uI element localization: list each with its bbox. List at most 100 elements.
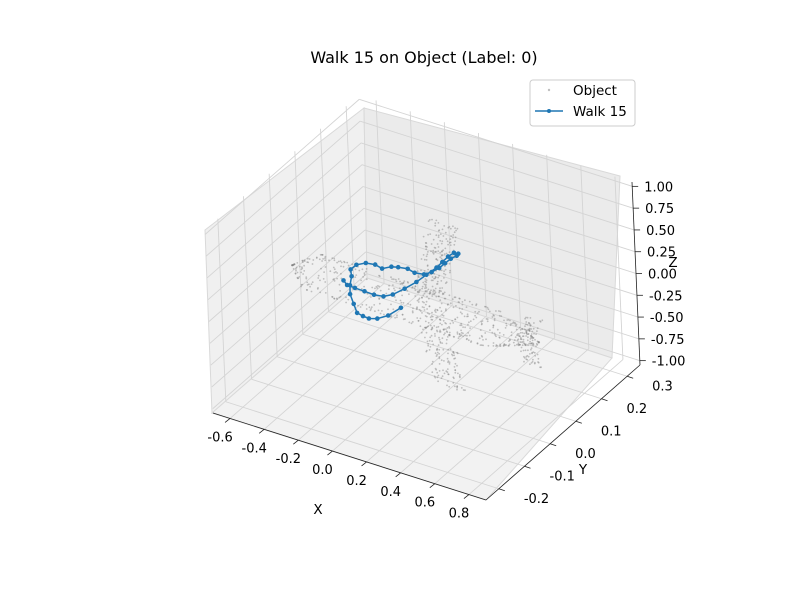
object-point (481, 320, 484, 322)
object-point (438, 291, 441, 294)
object-point (391, 278, 393, 280)
object-point (432, 291, 435, 293)
object-point (421, 296, 423, 299)
object-point (478, 337, 481, 340)
object-point (434, 291, 437, 294)
object-point (433, 325, 436, 327)
object-point (426, 295, 428, 298)
object-point (448, 361, 451, 364)
object-point (433, 292, 436, 295)
object-point (529, 340, 531, 343)
object-point (449, 227, 452, 230)
z-tick-label-0: -1.00 (652, 355, 686, 370)
object-point (443, 225, 446, 227)
object-point (486, 306, 489, 309)
object-point (467, 332, 470, 334)
object-point (443, 328, 446, 331)
grid-z-left-2 (210, 229, 366, 366)
object-point (527, 322, 530, 324)
object-point (417, 320, 420, 322)
object-point (445, 238, 448, 240)
object-point (427, 344, 430, 347)
object-point (317, 274, 320, 277)
object-point (464, 326, 466, 329)
object-point (333, 297, 335, 300)
object-point (378, 275, 381, 278)
object-point (343, 261, 346, 264)
object-point (443, 333, 445, 336)
object-point (427, 325, 430, 328)
object-point (456, 351, 458, 354)
walk-point (405, 266, 411, 272)
object-point (463, 315, 466, 318)
object-point (388, 284, 390, 287)
object-point (336, 297, 338, 300)
object-point (452, 351, 455, 354)
object-point (456, 227, 459, 230)
object-point (425, 290, 427, 293)
object-point (522, 341, 525, 343)
object-point (426, 290, 428, 292)
object-point (332, 266, 335, 269)
object-point (470, 340, 473, 342)
object-point (458, 307, 461, 310)
object-point (424, 280, 427, 283)
object-point (323, 271, 325, 273)
object-point (460, 322, 463, 325)
object-point (427, 268, 429, 271)
object-point (468, 321, 470, 324)
object-point (533, 351, 536, 354)
object-point (437, 246, 440, 248)
object-point (426, 264, 429, 267)
object-point (345, 296, 347, 299)
object-point (440, 242, 443, 245)
object-point (433, 273, 436, 275)
object-point (424, 320, 427, 323)
object-point (519, 338, 522, 341)
grid-z-left-8 (204, 99, 360, 235)
object-point (444, 282, 447, 285)
object-point (379, 312, 382, 315)
object-point (523, 360, 525, 363)
object-point (518, 326, 521, 329)
object-point (474, 314, 476, 317)
y-tick-label-3: 0.1 (601, 424, 622, 439)
object-point (452, 376, 455, 379)
object-point (462, 326, 464, 328)
object-point (458, 335, 461, 338)
object-point (519, 336, 522, 339)
x-tick-label-2: -0.2 (276, 452, 301, 467)
object-point (402, 318, 405, 321)
walk-point (347, 291, 353, 297)
object-point (363, 272, 366, 275)
object-point (537, 357, 540, 360)
object-point (512, 322, 514, 325)
object-point (319, 253, 322, 256)
object-point (425, 259, 428, 261)
walk-series (341, 250, 461, 321)
object-point (452, 381, 455, 384)
object-point (306, 284, 309, 286)
object-point (331, 295, 333, 298)
object-point (291, 264, 294, 267)
object-point (447, 360, 450, 362)
object-point (530, 335, 532, 337)
object-point (459, 335, 462, 337)
object-point (436, 243, 439, 245)
object-point (529, 338, 532, 340)
object-point (370, 308, 372, 310)
object-point (434, 333, 436, 335)
object-point (320, 253, 323, 256)
object-point (377, 309, 380, 312)
object-point (435, 258, 438, 260)
walk-point (402, 286, 407, 292)
object-point (298, 265, 301, 268)
object-point (529, 363, 531, 366)
object-point (447, 380, 449, 383)
object-point (491, 331, 494, 334)
object-point (378, 274, 380, 277)
grid-y-floor-0 (225, 401, 499, 490)
object-point (333, 271, 336, 274)
object-point (445, 370, 448, 373)
object-point (508, 343, 511, 346)
